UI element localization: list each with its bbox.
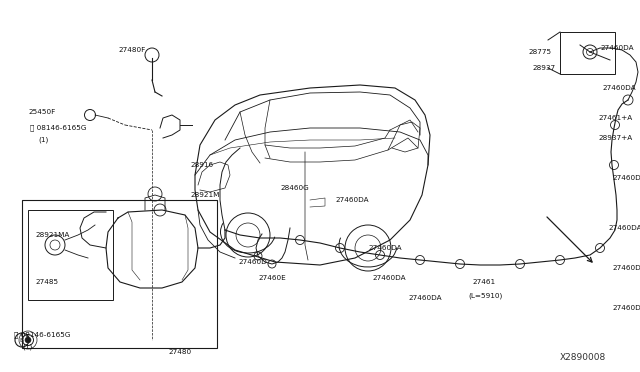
Text: 28775: 28775 xyxy=(528,49,551,55)
Text: 25450F: 25450F xyxy=(28,109,55,115)
Text: 27460E: 27460E xyxy=(258,275,285,281)
Text: 27461: 27461 xyxy=(472,279,495,285)
Text: 28460G: 28460G xyxy=(280,185,308,191)
Text: 28916: 28916 xyxy=(190,162,213,168)
Text: (1): (1) xyxy=(22,344,32,350)
Bar xyxy=(28,210,113,300)
Text: 27460DA: 27460DA xyxy=(600,45,634,51)
Text: 27460DA: 27460DA xyxy=(612,305,640,311)
Text: 27460DA: 27460DA xyxy=(368,245,402,251)
Bar xyxy=(22,200,217,348)
Text: 28921M: 28921M xyxy=(190,192,220,198)
Text: 27485: 27485 xyxy=(35,279,58,285)
Text: 27460DA: 27460DA xyxy=(408,295,442,301)
Text: 27460DA: 27460DA xyxy=(612,265,640,271)
Text: (L=5910): (L=5910) xyxy=(468,293,502,299)
Text: 27480F: 27480F xyxy=(118,47,145,53)
Text: 28937: 28937 xyxy=(532,65,555,71)
Text: 27461+A: 27461+A xyxy=(598,115,632,121)
Circle shape xyxy=(25,337,31,343)
Text: B: B xyxy=(20,337,24,343)
Text: 27460DA: 27460DA xyxy=(335,197,369,203)
Text: Ⓑ 08146-6165G: Ⓑ 08146-6165G xyxy=(30,125,86,131)
Text: X2890008: X2890008 xyxy=(560,353,606,362)
Text: 27460DA: 27460DA xyxy=(608,225,640,231)
Text: 27460D: 27460D xyxy=(238,259,267,265)
Bar xyxy=(560,32,615,74)
Text: 27480: 27480 xyxy=(168,349,191,355)
Text: (1): (1) xyxy=(38,137,48,143)
Text: 27460DA: 27460DA xyxy=(612,175,640,181)
Text: Ⓑ 08146-6165G: Ⓑ 08146-6165G xyxy=(14,332,70,338)
Text: 28937+A: 28937+A xyxy=(598,135,632,141)
Text: 27460DA: 27460DA xyxy=(372,275,406,281)
Text: 28921MA: 28921MA xyxy=(35,232,69,238)
Text: 27460DA: 27460DA xyxy=(602,85,636,91)
